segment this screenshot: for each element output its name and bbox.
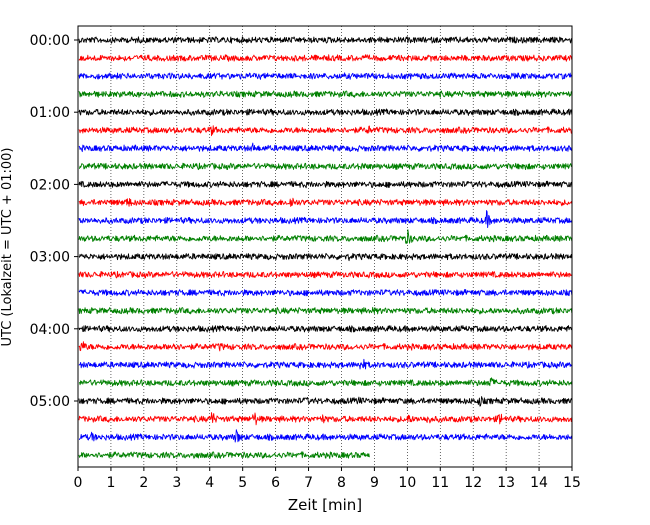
x-tick-label: 0: [74, 475, 83, 491]
y-tick-label: 04:00: [30, 322, 70, 338]
y-axis-ticks: 00:00 01:00 02:00 03:00 04:00 05:00: [30, 33, 78, 410]
x-tick-label: 9: [370, 475, 379, 491]
x-tick-label: 4: [205, 475, 214, 491]
x-tick-label: 7: [304, 475, 313, 491]
x-tick-label: 14: [530, 475, 548, 491]
x-tick-label: 3: [172, 475, 181, 491]
trace-line: [78, 341, 573, 352]
y-tick-label: 05:00: [30, 394, 70, 410]
y-axis-label: UTC (Lokalzeit = UTC + 01:00): [0, 148, 15, 347]
trace-line: [78, 252, 573, 262]
x-tick-label: 5: [238, 475, 247, 491]
trace-line: [78, 306, 573, 315]
trace-line: [78, 412, 573, 426]
plot-frame: [77, 25, 573, 468]
trace-line: [78, 271, 573, 279]
x-tick-label: 15: [563, 475, 581, 491]
x-axis-label: Zeit [min]: [288, 496, 362, 514]
trace-line: [78, 36, 573, 44]
trace-line: [78, 358, 573, 370]
trace-line: [78, 125, 572, 137]
y-tick-label: 02:00: [30, 177, 70, 193]
trace-line: [78, 54, 573, 62]
trace-line: [78, 180, 573, 189]
trace-line: [78, 396, 573, 407]
trace-line: [79, 162, 573, 171]
trace-line: [78, 142, 573, 153]
trace-line: [78, 429, 573, 443]
trace-line: [78, 451, 370, 459]
x-tick-label: 6: [271, 475, 280, 491]
y-tick-label: 03:00: [30, 250, 70, 266]
y-tick-label: 00:00: [30, 33, 70, 49]
x-tick-label: 1: [106, 475, 115, 491]
x-tick-label: 2: [139, 475, 148, 491]
x-tick-label: 11: [431, 475, 449, 491]
trace-line: [78, 72, 573, 80]
x-tick-label: 8: [337, 475, 346, 491]
trace-line: [78, 90, 573, 98]
trace-line: [78, 197, 573, 207]
x-axis-ticks: 0 1 2 3 4 5 6 7 8 9 10 11 12 13 14 15: [74, 467, 581, 491]
x-tick-label: 12: [464, 475, 482, 491]
trace-line: [78, 229, 573, 245]
trace-line: [78, 288, 573, 297]
x-tick-label: 10: [398, 475, 416, 491]
trace-line: [78, 210, 573, 229]
y-tick-label: 01:00: [30, 105, 70, 121]
trace-line: [78, 108, 573, 117]
trace-line: [78, 325, 573, 333]
x-tick-label: 13: [497, 475, 515, 491]
trace-group: [78, 36, 573, 459]
trace-line: [78, 377, 573, 387]
